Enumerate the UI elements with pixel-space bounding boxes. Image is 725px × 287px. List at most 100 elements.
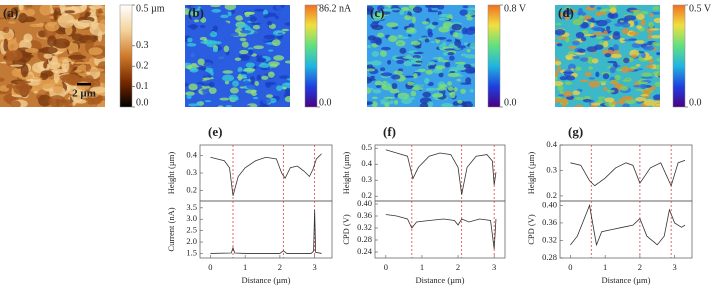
texture bbox=[239, 94, 249, 101]
texture bbox=[614, 74, 621, 81]
texture bbox=[380, 67, 386, 72]
texture bbox=[278, 98, 286, 103]
texture bbox=[381, 8, 393, 12]
texture bbox=[436, 87, 446, 91]
colorbar-label: 0.0 bbox=[319, 97, 332, 108]
x-axis-label: Distance (µm) bbox=[415, 275, 464, 285]
x-axis-label: Distance (µm) bbox=[601, 275, 650, 285]
data-line bbox=[385, 149, 497, 195]
texture bbox=[25, 5, 33, 8]
texture bbox=[635, 64, 641, 67]
texture bbox=[613, 44, 619, 51]
texture bbox=[579, 15, 584, 20]
texture bbox=[425, 69, 433, 75]
texture bbox=[196, 78, 204, 81]
y-tick-label: 3.5 bbox=[186, 202, 197, 212]
texture bbox=[57, 14, 75, 28]
texture bbox=[555, 60, 562, 66]
texture bbox=[589, 5, 595, 9]
texture bbox=[240, 55, 249, 59]
texture bbox=[621, 95, 634, 101]
y-tick-label: 0.32 bbox=[357, 222, 372, 232]
texture bbox=[245, 62, 255, 68]
texture bbox=[604, 53, 612, 58]
texture bbox=[399, 95, 405, 98]
texture bbox=[367, 8, 374, 15]
texture bbox=[39, 5, 52, 16]
texture bbox=[209, 31, 218, 38]
texture bbox=[99, 19, 105, 32]
panel-label: (d) bbox=[558, 5, 574, 20]
texture bbox=[3, 38, 9, 52]
texture bbox=[577, 11, 587, 16]
texture bbox=[38, 94, 52, 107]
texture bbox=[427, 65, 434, 69]
texture bbox=[268, 61, 280, 67]
texture bbox=[640, 83, 647, 90]
texture bbox=[185, 62, 191, 66]
texture bbox=[391, 74, 401, 80]
texture bbox=[648, 58, 655, 64]
texture bbox=[267, 71, 275, 78]
texture bbox=[264, 81, 277, 86]
texture bbox=[609, 7, 617, 14]
texture bbox=[447, 86, 454, 91]
texture bbox=[6, 50, 23, 61]
texture bbox=[466, 48, 471, 53]
texture bbox=[467, 7, 475, 11]
texture bbox=[53, 38, 70, 49]
texture bbox=[610, 53, 622, 59]
texture bbox=[628, 31, 640, 36]
texture bbox=[287, 66, 290, 71]
texture bbox=[431, 93, 444, 98]
y-tick-label: 0.36 bbox=[357, 210, 372, 220]
texture bbox=[250, 22, 262, 25]
texture bbox=[377, 32, 385, 38]
texture bbox=[424, 77, 430, 85]
texture bbox=[186, 43, 197, 47]
texture bbox=[283, 14, 290, 19]
texture bbox=[461, 102, 467, 107]
texture bbox=[572, 55, 580, 60]
texture bbox=[208, 87, 217, 95]
texture bbox=[582, 15, 592, 20]
texture bbox=[97, 100, 105, 107]
texture bbox=[595, 71, 600, 78]
texture bbox=[8, 21, 16, 24]
y-tick-label: 0.5 bbox=[361, 142, 372, 152]
texture bbox=[399, 9, 405, 15]
texture bbox=[203, 77, 211, 81]
texture bbox=[640, 94, 649, 97]
texture bbox=[574, 52, 586, 55]
texture bbox=[258, 63, 270, 68]
texture bbox=[390, 8, 401, 11]
texture bbox=[619, 20, 624, 23]
texture bbox=[442, 46, 454, 50]
texture bbox=[367, 61, 373, 65]
texture bbox=[447, 52, 455, 56]
texture bbox=[438, 17, 450, 21]
texture bbox=[371, 50, 379, 57]
texture bbox=[24, 48, 39, 53]
x-axis-label: Distance (µm) bbox=[241, 275, 290, 285]
y-tick-label: 0.3 bbox=[186, 167, 197, 177]
texture bbox=[556, 36, 568, 40]
texture bbox=[203, 62, 213, 69]
texture bbox=[380, 98, 391, 104]
texture bbox=[0, 17, 5, 20]
texture bbox=[384, 82, 391, 87]
texture bbox=[239, 49, 249, 55]
texture bbox=[606, 89, 615, 93]
texture bbox=[447, 81, 452, 86]
texture bbox=[388, 35, 398, 42]
texture bbox=[262, 97, 272, 105]
texture bbox=[277, 32, 284, 35]
texture bbox=[89, 79, 101, 89]
texture bbox=[88, 68, 105, 72]
y-tick-label: 0.32 bbox=[542, 234, 557, 244]
texture bbox=[224, 80, 230, 85]
texture bbox=[49, 15, 55, 19]
texture bbox=[419, 103, 429, 107]
texture bbox=[39, 78, 54, 89]
